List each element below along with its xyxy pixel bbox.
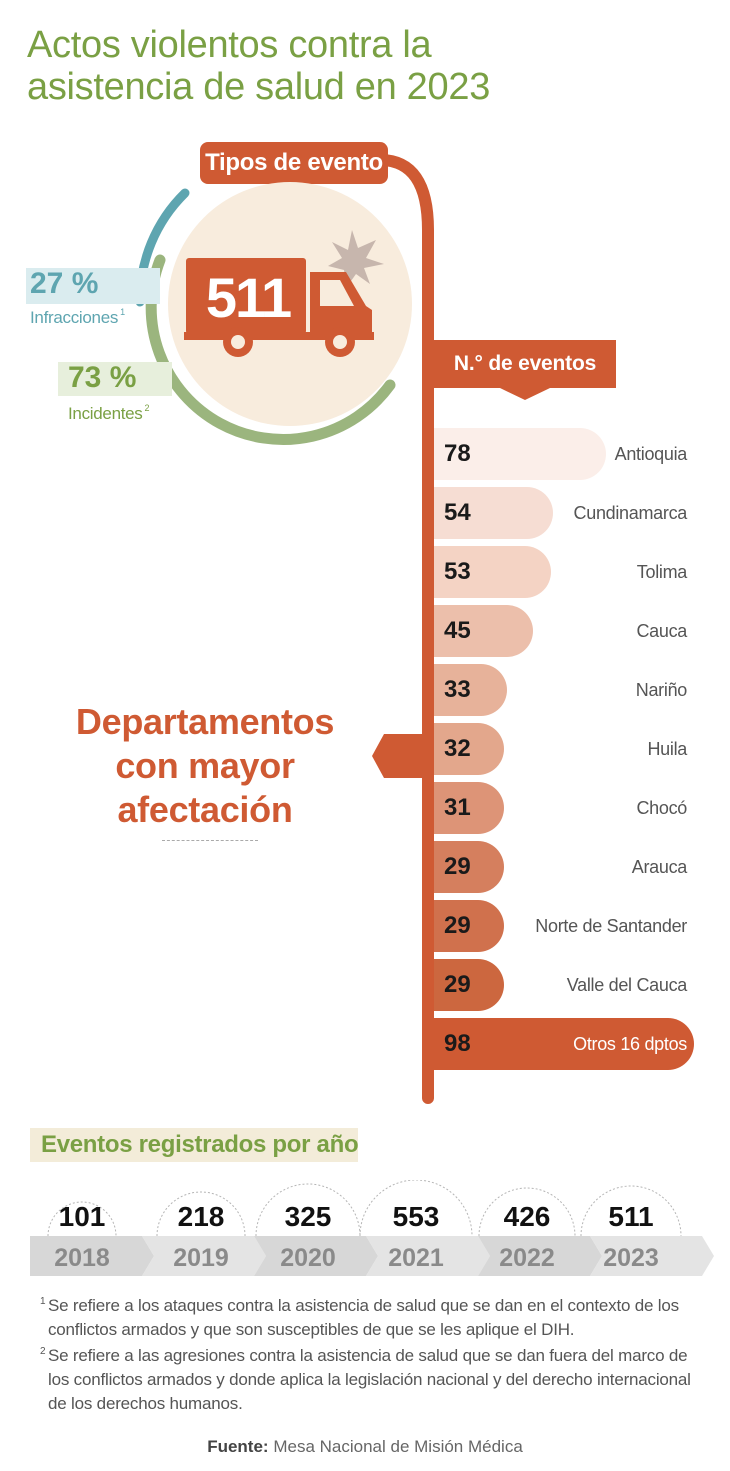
year-value: 511 [608,1201,654,1232]
departments-heading: Departamentos con mayor afectación [40,700,370,832]
column-header-tag [434,340,616,400]
infracciones-box [26,268,160,304]
year-segment [30,1236,154,1276]
department-value: 53 [444,558,471,585]
year-segment [590,1236,714,1276]
year-label: 2021 [388,1244,444,1272]
department-label: Arauca [631,857,688,877]
year-arc [478,1187,576,1237]
department-bar [434,605,533,657]
department-bar [434,428,606,480]
column-header: N.° de eventos [434,340,616,390]
footnote-1: 1 Se refiere a los ataques contra la asi… [40,1294,708,1342]
departments-heading-line-2: con mayor [115,745,295,786]
page-title: Actos violentos contra la asistencia de … [27,24,587,108]
department-bar [434,723,505,775]
year-label: 2018 [54,1244,110,1272]
column-header-label: N.° de eventos [453,352,597,375]
footnote-2-mark: 2 [40,1346,46,1357]
department-bar [434,664,507,716]
total-events: 511 [205,266,292,329]
year-strip [30,1180,714,1276]
infracciones-pct: 27 % [30,267,99,300]
department-value: 33 [444,676,471,703]
yearly-title-box [30,1128,358,1162]
year-label: 2020 [280,1244,336,1272]
footnote-2: 2 Se refiere a las agresiones contra la … [40,1344,708,1416]
year-arc [47,1201,117,1237]
department-value: 32 [444,735,471,762]
incidentes-pct: 73 % [68,361,137,394]
year-label: 2022 [499,1244,555,1272]
department-value: 78 [444,440,471,467]
year-value: 325 [284,1201,332,1232]
department-value: 29 [444,853,471,880]
infracciones-label: Infracciones [30,308,119,327]
year-segment [478,1236,602,1276]
department-bar [434,546,551,598]
event-types-header: Tipos de evento [200,142,388,184]
year-value: 101 [58,1201,106,1232]
incidentes-label: Incidentes [68,404,143,423]
department-label: Huila [647,739,687,759]
department-label: Cundinamarca [573,503,688,523]
source-label: Fuente: [207,1437,269,1456]
year-segment [142,1236,266,1276]
department-value: 29 [444,971,471,998]
year-arc [359,1180,473,1237]
department-label: Nariño [635,680,688,700]
year-value: 426 [503,1201,551,1232]
year-arc [255,1183,361,1237]
year-label: 2019 [173,1244,229,1272]
department-label: Valle del Cauca [566,975,688,995]
source-text: Mesa Nacional de Misión Médica [273,1437,523,1456]
year-segment [366,1236,490,1276]
footnote-1-text: Se refiere a los ataques contra la asist… [48,1296,679,1339]
year-value: 553 [392,1201,440,1232]
department-label: Tolima [636,562,688,582]
department-label: Cauca [636,621,687,641]
department-value: 29 [444,912,471,939]
department-value: 98 [444,1030,471,1057]
departments-heading-line-3: afectación [117,789,293,830]
yearly-title: Eventos registrados por año [41,1131,359,1158]
infracciones-note: 1 [120,307,125,317]
department-bar [434,841,504,893]
title-line-2: asistencia de salud en 2023 [27,66,491,108]
year-segment [254,1236,378,1276]
footnote-2-text: Se refiere a las agresiones contra la as… [48,1346,691,1413]
department-arrow [372,734,434,778]
department-value: 54 [444,499,471,526]
department-label: Norte de Santander [535,916,687,936]
incidentes-note: 2 [144,403,150,413]
department-value: 31 [444,794,471,821]
department-value: 45 [444,617,471,644]
departments-heading-line-1: Departamentos [75,701,335,742]
department-bar [434,959,504,1011]
year-label: 2023 [603,1244,659,1272]
heading-divider [162,840,258,841]
year-value: 218 [177,1201,225,1232]
incidentes-arc [145,254,396,445]
source-line: Fuente: Mesa Nacional de Misión Médica [0,1436,730,1458]
department-label: Chocó [636,798,687,818]
year-arc [156,1191,246,1237]
incidentes-box [58,362,172,396]
footnote-1-mark: 1 [40,1296,46,1307]
department-bar [434,900,504,952]
truck-icon [184,230,384,357]
department-bar [434,487,553,539]
department-label: Antioquia [614,444,688,464]
title-line-1: Actos violentos contra la [27,24,432,66]
department-bar [434,782,504,834]
department-label: Otros 16 dptos [573,1034,687,1054]
department-bar [434,1018,694,1070]
